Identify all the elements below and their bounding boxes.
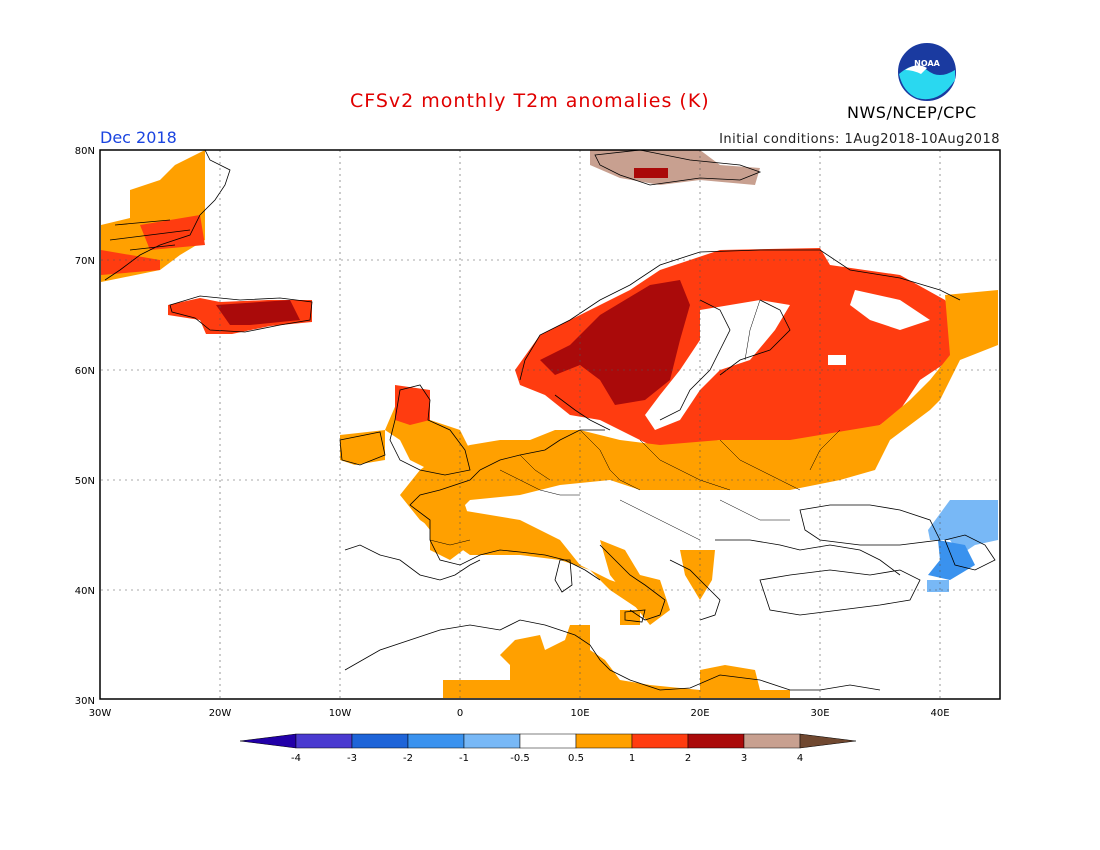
colorbar-label: 3 [741, 753, 747, 764]
colorbar-label: 0.5 [568, 753, 584, 764]
lon-label: 30E [810, 708, 829, 719]
noaa-logo: NOAA [895, 40, 959, 108]
colorbar-segment [463, 733, 521, 749]
colorbar-label: -2 [403, 753, 413, 764]
lon-label: 30W [89, 708, 112, 719]
lat-label: 70N [75, 256, 95, 267]
colorbar-label: -0.5 [510, 753, 530, 764]
coastlines [104, 149, 996, 691]
forecast-month: Dec 2018 [100, 128, 177, 147]
colorbar-label: -1 [459, 753, 469, 764]
colorbar-segment [743, 733, 801, 749]
colorbar-segment [799, 733, 857, 749]
colorbar-segment [239, 733, 297, 749]
colorbar-segment [519, 733, 577, 749]
colorbar-label: -3 [347, 753, 357, 764]
colorbar-label: 2 [685, 753, 691, 764]
colorbar-label: -4 [291, 753, 301, 764]
agency-label: NWS/NCEP/CPC [847, 103, 977, 122]
map-title: CFSv2 monthly T2m anomalies (K) [350, 90, 710, 112]
lon-label: 10E [570, 708, 589, 719]
logo-text: NOAA [914, 59, 940, 68]
colorbar-segment [295, 733, 353, 749]
lat-label: 60N [75, 366, 95, 377]
colorbar-segment [687, 733, 745, 749]
lon-label: 0 [457, 708, 463, 719]
anomaly-fill [101, 150, 998, 698]
lat-label: 30N [75, 696, 95, 707]
lat-label: 40N [75, 586, 95, 597]
lon-label: 20E [690, 708, 709, 719]
map-frame [99, 149, 1001, 700]
colorbar: -4 -3 -2 -1 -0.5 0.5 1 2 3 4 [239, 733, 857, 764]
colorbar-segment [631, 733, 689, 749]
colorbar-label: 4 [797, 753, 803, 764]
colorbar-segment [407, 733, 465, 749]
lat-label: 50N [75, 476, 95, 487]
lon-label: 20W [209, 708, 232, 719]
colorbar-segment [575, 733, 633, 749]
colorbar-segment [351, 733, 409, 749]
lat-label: 80N [75, 146, 95, 157]
lon-label: 40E [930, 708, 949, 719]
lon-label: 10W [329, 708, 352, 719]
initial-conditions: Initial conditions: 1Aug2018-10Aug2018 [719, 132, 1000, 147]
grid-lines [101, 150, 999, 698]
lat-labels: 80N 70N 60N 50N 40N 30N [75, 146, 95, 707]
colorbar-label: 1 [629, 753, 635, 764]
lon-labels: 30W 20W 10W 0 10E 20E 30E 40E [89, 708, 950, 719]
